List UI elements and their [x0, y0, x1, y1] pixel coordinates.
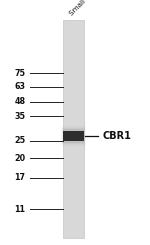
Bar	[62, 128, 85, 144]
Text: Small intestine: Small intestine	[69, 0, 111, 17]
Text: 17: 17	[15, 173, 26, 182]
Bar	[63, 131, 84, 141]
Text: 35: 35	[15, 112, 26, 121]
Bar	[61, 126, 86, 146]
Text: CBR1: CBR1	[102, 131, 131, 141]
Text: 75: 75	[15, 69, 26, 78]
Text: 11: 11	[15, 205, 26, 214]
Text: 25: 25	[14, 136, 26, 145]
Bar	[63, 20, 84, 238]
Text: 48: 48	[14, 97, 26, 106]
Text: 20: 20	[14, 154, 26, 162]
Bar	[63, 129, 84, 143]
Text: 63: 63	[15, 83, 26, 91]
